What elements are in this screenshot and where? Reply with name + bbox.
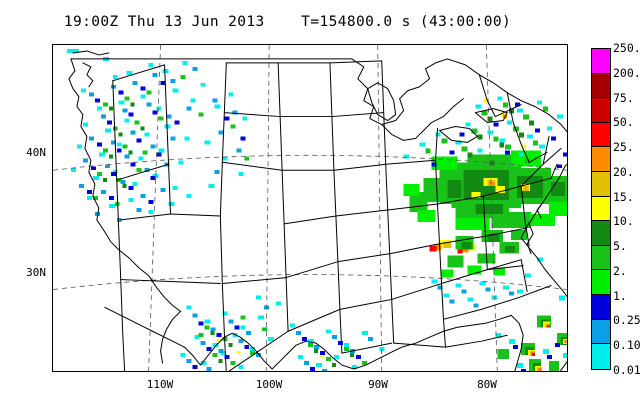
colorbar-band-8 [592,245,610,271]
colorbar-band-10 [592,295,610,320]
map-panel[interactable] [52,44,568,372]
graticule-layer [53,45,567,371]
colorbar-tick-250p: 250. [613,41,640,55]
colorbar-tick-0p10: 0.10 [613,338,640,353]
colorbar-band-3 [592,122,610,148]
colorbar-tick-labels: 250. 200. 75. 50. 25. 20. 15. 10. 5. 2. 1. 0.25 0.10… [613,40,640,380]
colorbar-tick-25p: 25. [613,140,634,155]
colorbar-band-4 [592,147,610,173]
colorbar-band-7 [592,221,610,246]
colorbar-tick-2p: 2. [613,263,627,278]
colorbar-band-12 [592,344,610,369]
colorbar-tick-20p: 20. [613,164,634,179]
xtick-label-100w: 100W [255,378,283,391]
map-boundaries-layer [68,50,567,371]
ytick-label-40n: 40N [26,146,46,159]
colorbar-tick-0p01: 0.01 [613,363,640,377]
colorbar-tick-200p: 200. [613,65,640,80]
colorbar-band-2 [592,98,610,123]
colorbar-band-9 [592,270,610,296]
colorbar-tick-1p: 1. [613,288,627,303]
xtick-label-90w: 90W [368,378,388,391]
colorbar-tick-5p: 5. [613,239,627,254]
colorbar-tick-15p: 15. [613,189,634,204]
xtick-label-110w: 110W [146,378,174,391]
colorbar-band-1 [592,73,610,99]
ytick-label-30n: 30N [26,266,46,279]
colorbar-tick-0p25: 0.25 [613,313,640,328]
xtick-label-80w: 80W [477,378,497,391]
figure-title: 19:00Z Thu 13 Jun 2013 T=154800.0 s (43:… [63,14,512,30]
map-canvas [53,45,567,371]
colorbar-tick-50p: 50. [613,115,634,130]
colorbar-tick-10p: 10. [613,214,634,229]
colorbar-tick-75p: 75. [613,90,634,105]
colorbar-band-11 [592,319,610,345]
colorbar-band-5 [592,172,610,197]
colorbar-band-0 [592,49,610,74]
colorbar [591,48,611,370]
colorbar-band-6 [592,196,610,222]
